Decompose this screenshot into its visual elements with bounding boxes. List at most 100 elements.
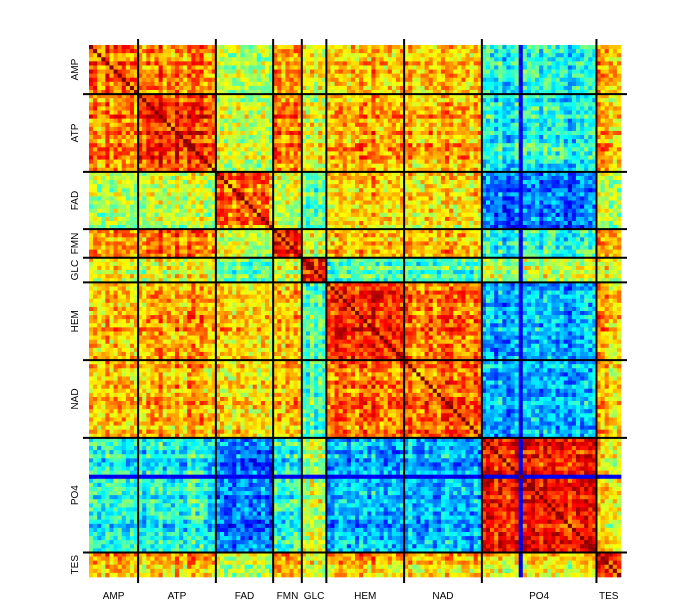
heatmap-cell (416, 171, 421, 177)
heatmap-cell (170, 118, 176, 124)
heatmap-cell (580, 57, 585, 62)
heatmap-cell (428, 167, 434, 173)
heatmap-cell (281, 188, 286, 193)
heatmap-cell (309, 77, 315, 83)
heatmap-cell (326, 184, 331, 189)
heatmap-cell (547, 53, 552, 58)
heatmap-cell (219, 77, 225, 83)
heatmap-cell (428, 69, 434, 74)
heatmap-cell (121, 171, 127, 177)
heatmap-cell (105, 102, 110, 107)
heatmap-cell (440, 114, 446, 120)
heatmap-cell (453, 45, 458, 50)
heatmap-cell (129, 151, 135, 156)
heatmap-cell (170, 114, 176, 120)
heatmap-cell (494, 45, 499, 50)
heatmap-cell (445, 106, 450, 111)
heatmap-cell (551, 192, 556, 197)
heatmap-cell (498, 106, 503, 111)
heatmap-cell (330, 118, 335, 124)
heatmap-cell (465, 196, 470, 201)
heatmap-cell (191, 114, 196, 120)
heatmap-cell (93, 167, 98, 173)
heatmap-cell (383, 188, 389, 193)
heatmap-cell (535, 122, 540, 128)
heatmap-cell (215, 188, 221, 193)
heatmap-cell (228, 65, 233, 70)
heatmap-cell (179, 49, 184, 54)
heatmap-cell (150, 188, 155, 193)
heatmap-cell (256, 147, 262, 152)
heatmap-cell (547, 163, 552, 169)
heatmap-cell (224, 77, 229, 83)
heatmap-cell (514, 110, 520, 115)
heatmap-cell (481, 65, 487, 70)
heatmap-cell (359, 110, 364, 115)
heatmap-cell (322, 139, 327, 144)
heatmap-cell (535, 81, 540, 87)
heatmap-cell (338, 69, 344, 74)
heatmap-cell (485, 90, 491, 95)
heatmap-cell (502, 126, 507, 132)
heatmap-cell (612, 196, 618, 201)
heatmap-cell (510, 126, 515, 132)
heatmap-cell (346, 130, 352, 136)
heatmap-cell (555, 106, 560, 111)
heatmap-cell (359, 192, 364, 197)
heatmap-cell (490, 85, 495, 91)
heatmap-cell (584, 175, 589, 181)
heatmap-cell (158, 90, 164, 95)
heatmap-cell (309, 135, 315, 140)
heatmap-cell (244, 110, 249, 115)
heatmap-cell (109, 45, 114, 50)
heatmap-cell (592, 139, 597, 144)
heatmap-cell (506, 147, 511, 152)
heatmap-cell (346, 175, 352, 181)
heatmap-cell (522, 98, 528, 103)
heatmap-cell (314, 69, 319, 74)
heatmap-cell (498, 155, 503, 160)
heatmap-cell (293, 167, 299, 173)
heatmap-cell (539, 184, 544, 189)
heatmap-cell (580, 196, 585, 201)
heatmap-cell (387, 94, 393, 99)
heatmap-cell (260, 114, 266, 120)
heatmap-cell (174, 139, 180, 144)
heatmap-cell (125, 81, 131, 87)
heatmap-cell (432, 53, 438, 58)
heatmap-cell (183, 61, 188, 66)
heatmap-cell (256, 114, 262, 120)
heatmap-cell (473, 151, 479, 156)
heatmap-cell (256, 192, 262, 197)
heatmap-cell (596, 45, 601, 50)
heatmap-cell (338, 102, 344, 107)
heatmap-cell (355, 90, 360, 95)
heatmap-cell (477, 151, 483, 156)
heatmap-cell (494, 106, 499, 111)
heatmap-cell (350, 45, 356, 50)
heatmap-cell (207, 57, 213, 62)
heatmap-cell (502, 163, 507, 169)
heatmap-cell (506, 167, 511, 173)
heatmap-cell (260, 163, 266, 169)
heatmap-cell (346, 139, 352, 144)
heatmap-cell (97, 167, 102, 173)
heatmap-cell (604, 196, 610, 201)
heatmap-cell (428, 147, 434, 152)
heatmap-cell (530, 184, 536, 189)
heatmap-cell (269, 151, 274, 156)
heatmap-cell (616, 139, 622, 144)
heatmap-cell (134, 61, 139, 66)
heatmap-cell (494, 163, 499, 169)
heatmap-cell (481, 49, 487, 54)
heatmap-cell (592, 188, 597, 193)
heatmap-cell (379, 167, 384, 173)
heatmap-cell (269, 65, 274, 70)
heatmap-cell (240, 135, 245, 140)
heatmap-cell (575, 151, 581, 156)
heatmap-cell (395, 163, 401, 169)
heatmap-cell (293, 192, 299, 197)
heatmap-cell (600, 167, 605, 173)
heatmap-cell (264, 94, 270, 99)
heatmap-cell (457, 106, 462, 111)
